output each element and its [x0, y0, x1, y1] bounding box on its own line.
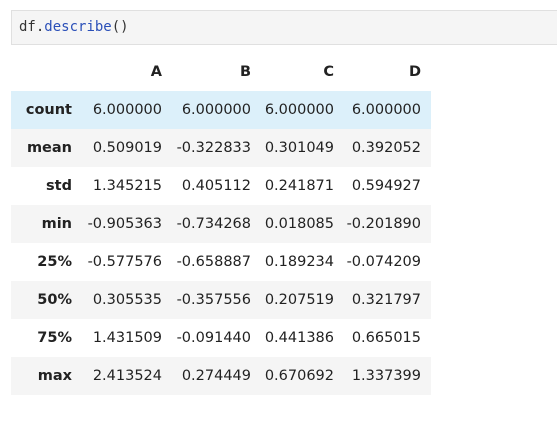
- table-cell: -0.201890: [346, 216, 421, 232]
- table-cell: -0.322833: [176, 140, 251, 156]
- index-header: [11, 53, 82, 91]
- table-row: std 1.345215 0.405112 0.241871 0.594927: [11, 167, 431, 205]
- row-label: 25%: [37, 254, 72, 270]
- table-cell: -0.074209: [346, 254, 421, 270]
- table-cell: 2.413524: [92, 368, 162, 384]
- table-cell: 0.241871: [264, 178, 334, 194]
- table-cell: -0.357556: [176, 292, 251, 308]
- table-cell: 6.000000: [181, 102, 251, 118]
- column-header: A: [150, 64, 162, 80]
- table-cell: -0.734268: [176, 216, 251, 232]
- row-label: 50%: [37, 292, 72, 308]
- table-cell: 0.189234: [264, 254, 334, 270]
- table-cell: 0.018085: [264, 216, 334, 232]
- column-header: D: [408, 64, 421, 80]
- code-dot: .: [35, 19, 45, 35]
- table-cell: -0.658887: [176, 254, 251, 270]
- table-row: 75% 1.431509 -0.091440 0.441386 0.665015: [11, 319, 431, 357]
- column-header: C: [323, 64, 334, 80]
- column-header: B: [239, 64, 251, 80]
- table-cell: -0.905363: [87, 216, 162, 232]
- row-label: std: [46, 178, 72, 194]
- table-cell: -0.091440: [176, 330, 251, 346]
- table-cell: 0.207519: [264, 292, 334, 308]
- row-label: count: [25, 102, 72, 118]
- table-cell: 6.000000: [351, 102, 421, 118]
- dataframe-output-table: A B C D count 6.000000 6.000000 6.000000…: [11, 53, 431, 395]
- table-cell: 0.301049: [264, 140, 334, 156]
- table-cell: 0.392052: [351, 140, 421, 156]
- code-input-cell[interactable]: df.describe(): [11, 10, 557, 45]
- code-object: df: [19, 19, 36, 35]
- table-cell: 0.321797: [351, 292, 421, 308]
- table-cell: 6.000000: [264, 102, 334, 118]
- row-label: max: [37, 368, 72, 384]
- table-cell: 1.431509: [92, 330, 162, 346]
- code-method: describe: [44, 19, 112, 35]
- table-cell: 0.509019: [92, 140, 162, 156]
- table-cell: 1.337399: [351, 368, 421, 384]
- table-cell: 0.665015: [351, 330, 421, 346]
- row-label: 75%: [37, 330, 72, 346]
- table-cell: -0.577576: [87, 254, 162, 270]
- table-row: count 6.000000 6.000000 6.000000 6.00000…: [11, 91, 431, 129]
- table-cell: 0.305535: [92, 292, 162, 308]
- row-label: min: [41, 216, 72, 232]
- table-cell: 0.670692: [264, 368, 334, 384]
- table-row: 50% 0.305535 -0.357556 0.207519 0.321797: [11, 281, 431, 319]
- table-header-row: A B C D: [11, 53, 431, 91]
- code-parens: (): [111, 19, 129, 35]
- table-row: mean 0.509019 -0.322833 0.301049 0.39205…: [11, 129, 431, 167]
- table-cell: 0.274449: [181, 368, 251, 384]
- table-cell: 1.345215: [92, 178, 162, 194]
- row-label: mean: [26, 140, 72, 156]
- table-cell: 0.441386: [264, 330, 334, 346]
- table-row: max 2.413524 0.274449 0.670692 1.337399: [11, 357, 431, 395]
- table-cell: 0.405112: [181, 178, 251, 194]
- table-cell: 6.000000: [92, 102, 162, 118]
- table-cell: 0.594927: [351, 178, 421, 194]
- table-row: 25% -0.577576 -0.658887 0.189234 -0.0742…: [11, 243, 431, 281]
- table-row: min -0.905363 -0.734268 0.018085 -0.2018…: [11, 205, 431, 243]
